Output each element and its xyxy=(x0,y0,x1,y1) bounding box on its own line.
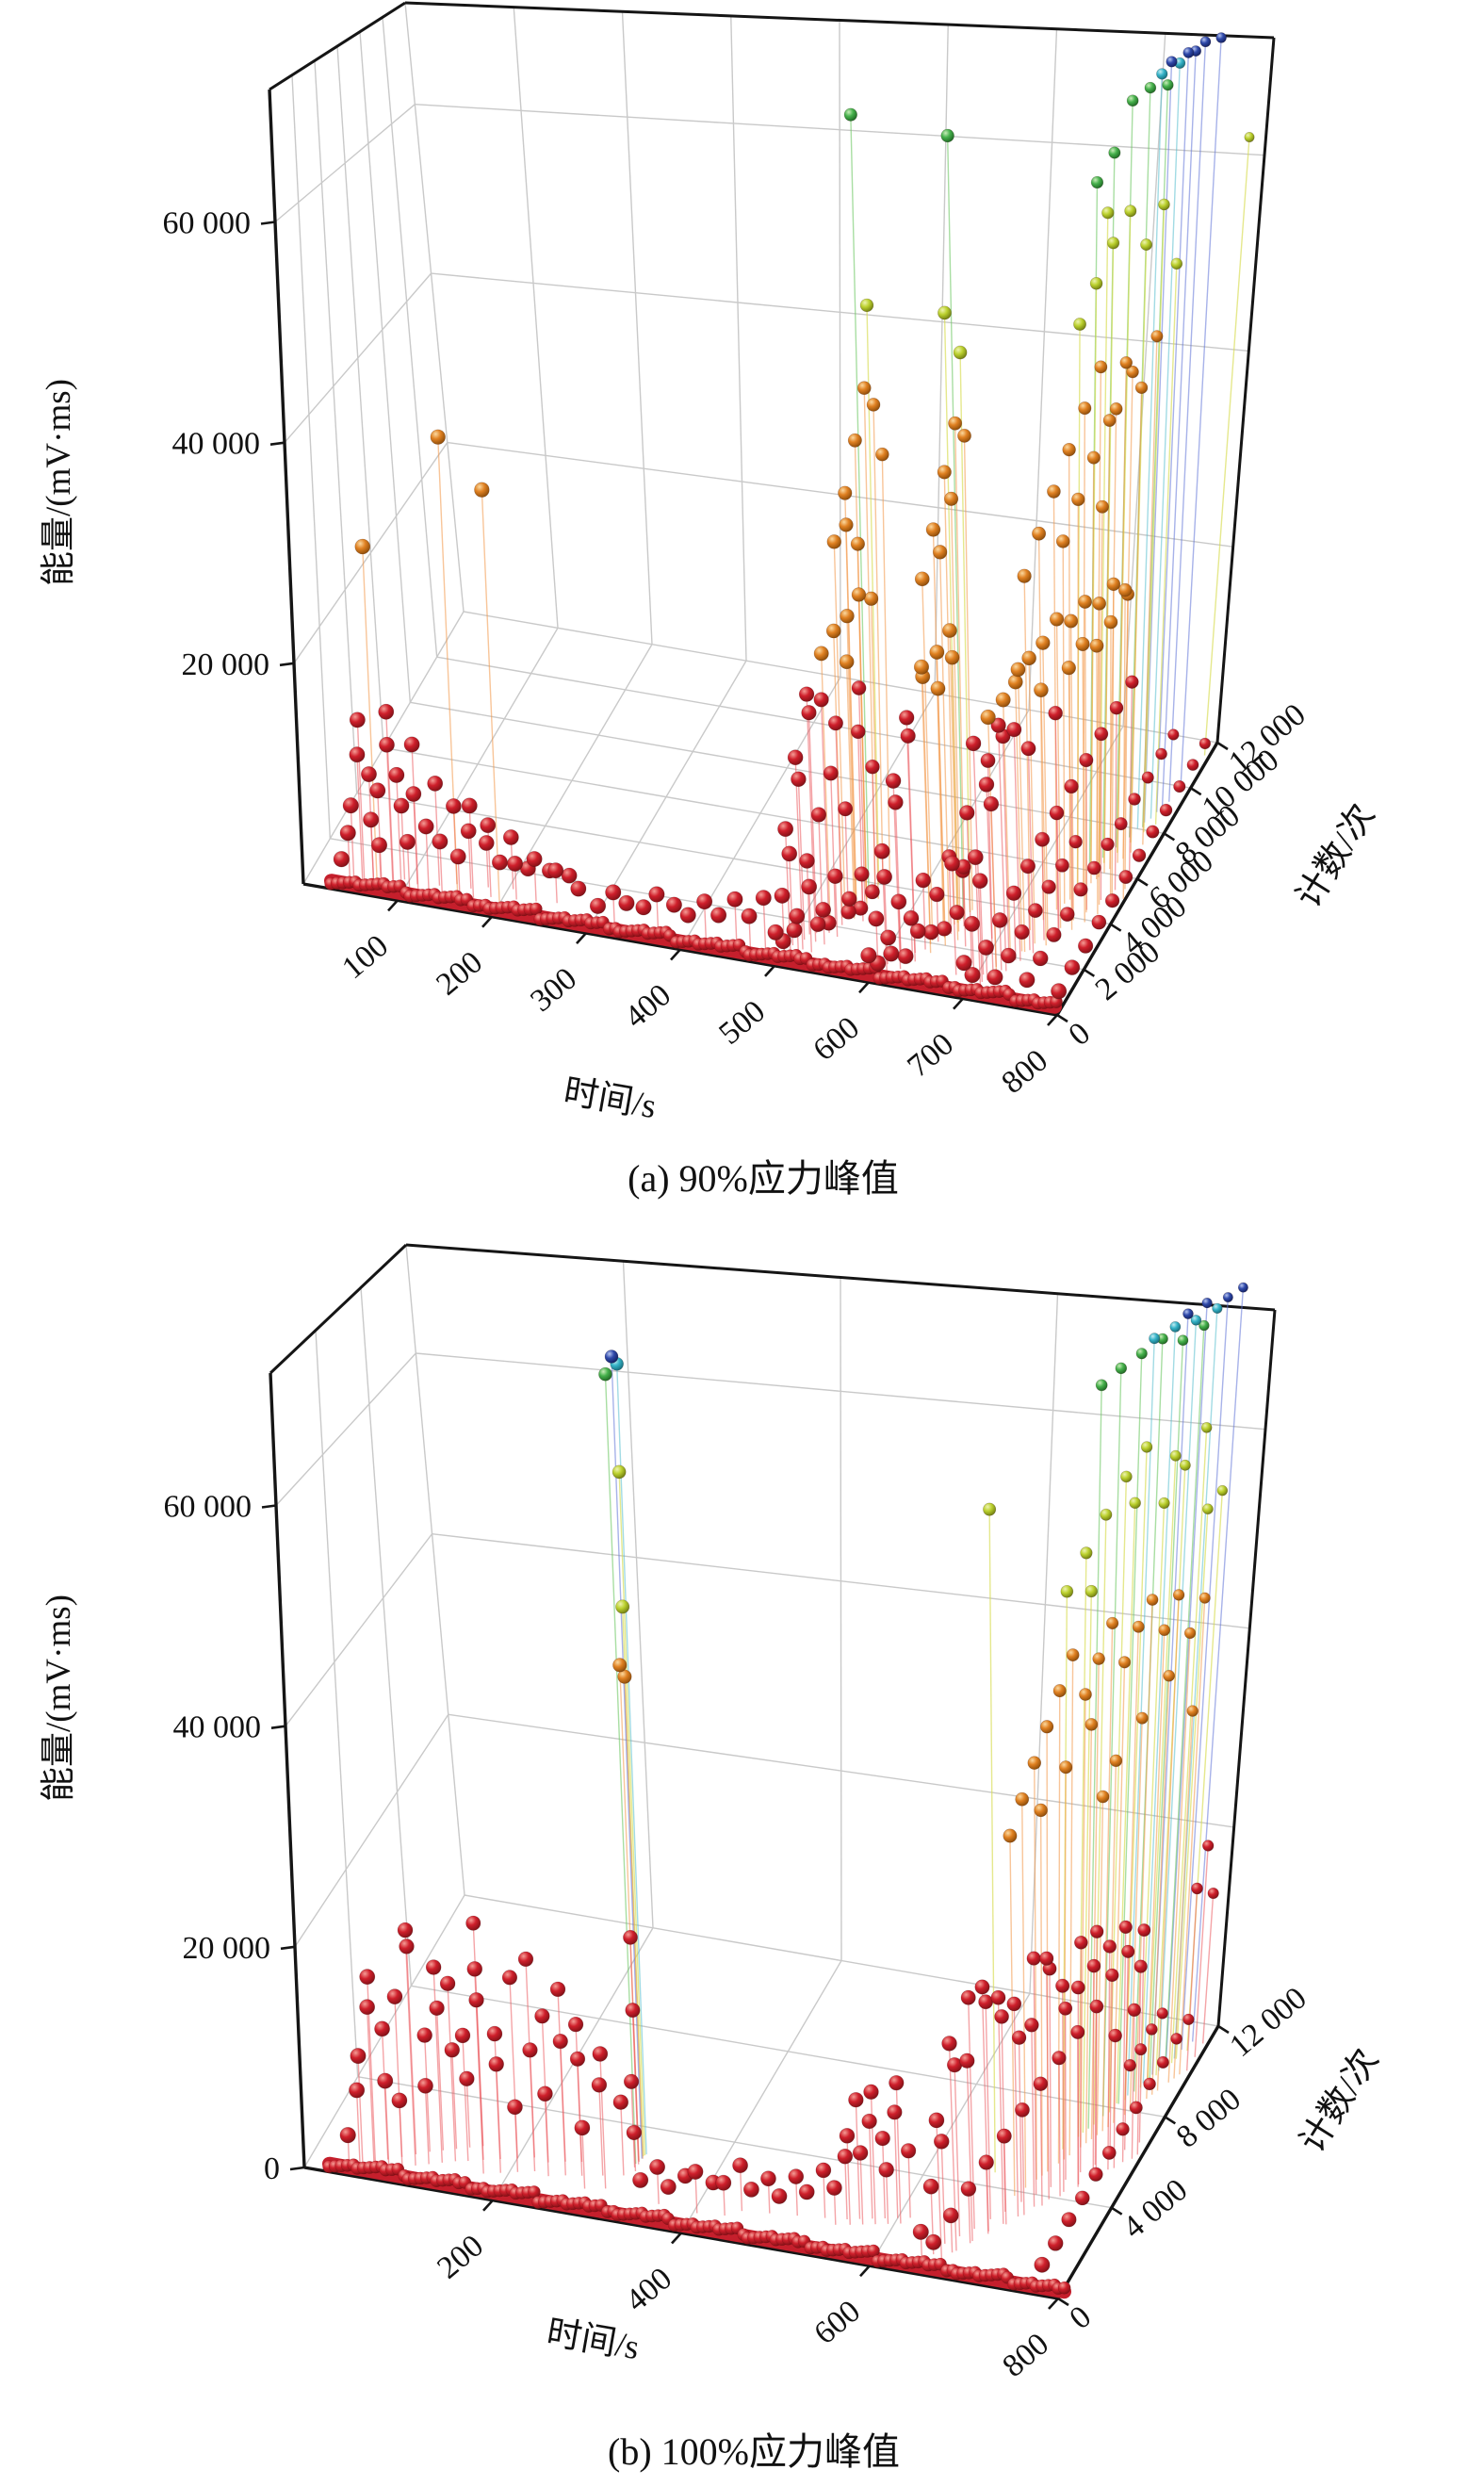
svg-text:60 000: 60 000 xyxy=(163,206,252,241)
svg-text:700: 700 xyxy=(901,1026,960,1084)
svg-text:20 000: 20 000 xyxy=(183,1931,271,1966)
svg-text:12 000: 12 000 xyxy=(1223,1981,1313,2064)
svg-text:800: 800 xyxy=(996,2327,1055,2384)
svg-text:600: 600 xyxy=(807,2294,867,2351)
svg-text:200: 200 xyxy=(431,2229,490,2286)
svg-text:100: 100 xyxy=(335,928,395,986)
svg-text:4 000: 4 000 xyxy=(1117,2172,1194,2246)
svg-text:60 000: 60 000 xyxy=(164,1490,253,1525)
plot-b-energy-axis-title: 能量/(mV·ms) xyxy=(40,1595,78,1802)
svg-text:0: 0 xyxy=(264,2151,280,2186)
svg-text:300: 300 xyxy=(524,961,583,1019)
svg-text:200: 200 xyxy=(430,945,489,1003)
svg-text:40 000: 40 000 xyxy=(172,427,261,462)
svg-text:8 000: 8 000 xyxy=(1170,2082,1248,2155)
svg-text:800: 800 xyxy=(995,1043,1054,1101)
svg-text:40 000: 40 000 xyxy=(173,1710,262,1745)
svg-text:600: 600 xyxy=(807,1010,866,1068)
plot-b-caption: (b) 100%应力峰值 xyxy=(608,2430,900,2473)
panel-a: 20 000 40 000 60 000 100 200 300 400 500 600 700 8… xyxy=(40,1,1382,1200)
svg-text:20 000: 20 000 xyxy=(182,647,270,682)
plot-a-energy-axis-title: 能量/(mV·ms) xyxy=(40,379,78,586)
svg-text:0: 0 xyxy=(1062,1016,1097,1053)
svg-text:500: 500 xyxy=(712,994,772,1052)
svg-text:400: 400 xyxy=(619,2261,678,2318)
plot-a-canvas: 20 000 40 000 60 000 100 200 300 400 500 600 700 8… xyxy=(163,1,1313,1101)
panel-b: 0 20 000 40 000 60 000 200 400 600 800 0 4 000 8 0… xyxy=(0,1243,1484,2486)
svg-text:0: 0 xyxy=(1063,2299,1098,2336)
plot-a-caption: (a) 90%应力峰值 xyxy=(628,1157,899,1200)
svg-text:400: 400 xyxy=(618,977,677,1035)
